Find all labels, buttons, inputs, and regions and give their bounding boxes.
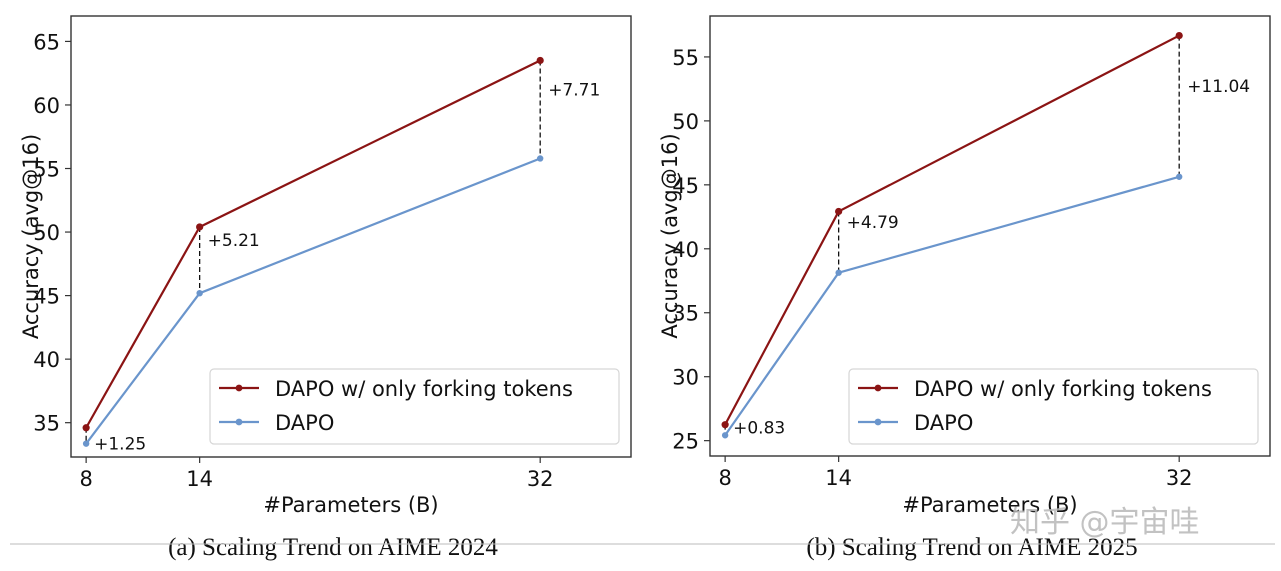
legend-marker [235, 418, 243, 426]
data-point-marker [1175, 173, 1183, 180]
y-tick-label: 35 [672, 302, 699, 326]
y-tick-label: 55 [672, 46, 699, 70]
data-point-marker [536, 56, 544, 65]
data-point-marker [721, 432, 729, 439]
legend-label: DAPO w/ only forking tokens [275, 377, 573, 401]
legend-label: DAPO w/ only forking tokens [914, 377, 1212, 401]
data-point-marker [82, 424, 90, 432]
x-tick-label: 8 [79, 467, 92, 491]
y-tick-label: 30 [672, 366, 699, 390]
legend-label: DAPO [275, 411, 334, 435]
data-point-marker [835, 269, 842, 276]
y-tick-label: 45 [672, 174, 699, 198]
axes-frame [70, 15, 632, 458]
y-tick-label: 65 [33, 30, 60, 54]
panel-caption: (b) Scaling Trend on AIME 2025 [806, 534, 1137, 561]
data-point-marker [82, 440, 90, 447]
x-tick-label: 14 [825, 466, 852, 490]
data-point-marker [1175, 31, 1183, 40]
panel-caption: (a) Scaling Trend on AIME 2024 [168, 534, 498, 561]
axes-frame [709, 15, 1271, 457]
gap-annotation: +7.71 [548, 80, 600, 100]
y-tick-label: 45 [33, 285, 60, 309]
legend-marker [235, 384, 243, 392]
data-point-marker [196, 289, 203, 297]
legend-marker [874, 384, 882, 392]
y-tick-label: 25 [672, 430, 699, 454]
series-line-forking [724, 34, 1180, 426]
data-point-marker [721, 421, 729, 429]
y-tick-label: 40 [33, 348, 60, 372]
gap-annotation: +4.79 [847, 213, 899, 233]
legend: DAPO w/ only forking tokens DAPO [848, 368, 1259, 445]
y-axis-label: Accuracy (avg@16) [658, 133, 682, 338]
y-tick-label: 40 [672, 238, 699, 262]
chart-panel-b: 25 30 35 40 45 50 55 8 14 32 #Parameters (B) Accura… [658, 15, 1271, 561]
x-tick-label: 32 [527, 467, 554, 491]
data-point-marker [196, 223, 204, 231]
gap-annotation: +0.83 [733, 418, 785, 438]
x-tick-label: 32 [1166, 466, 1193, 490]
x-axis-label: #Parameters (B) [263, 493, 438, 517]
legend: DAPO w/ only forking tokens DAPO [209, 368, 620, 445]
legend-label: DAPO [914, 411, 973, 435]
y-axis-label: Accuracy (avg@16) [19, 134, 43, 339]
legend-marker [874, 418, 882, 426]
data-point-marker [835, 207, 843, 216]
y-tick-label: 35 [33, 412, 60, 436]
y-tick-label: 55 [33, 158, 60, 182]
gap-annotation: +5.21 [208, 231, 260, 251]
legend-box [848, 368, 1259, 445]
data-point-marker [536, 155, 544, 162]
x-tick-label: 8 [718, 466, 731, 490]
watermark: 知乎 @宇宙哇 [1010, 505, 1200, 540]
gap-annotation: +11.04 [1187, 77, 1250, 97]
gap-annotation: +1.25 [94, 435, 146, 455]
x-axis-label: #Parameters (B) [902, 493, 1077, 517]
legend-box [209, 368, 620, 445]
chart-panel-a: 35 40 45 50 55 60 65 8 14 32 #Parameters (B) Accura… [19, 15, 632, 561]
x-tick-label: 14 [186, 467, 213, 491]
y-tick-label: 60 [33, 94, 60, 118]
y-tick-label: 50 [672, 110, 699, 134]
y-tick-label: 50 [33, 221, 60, 245]
